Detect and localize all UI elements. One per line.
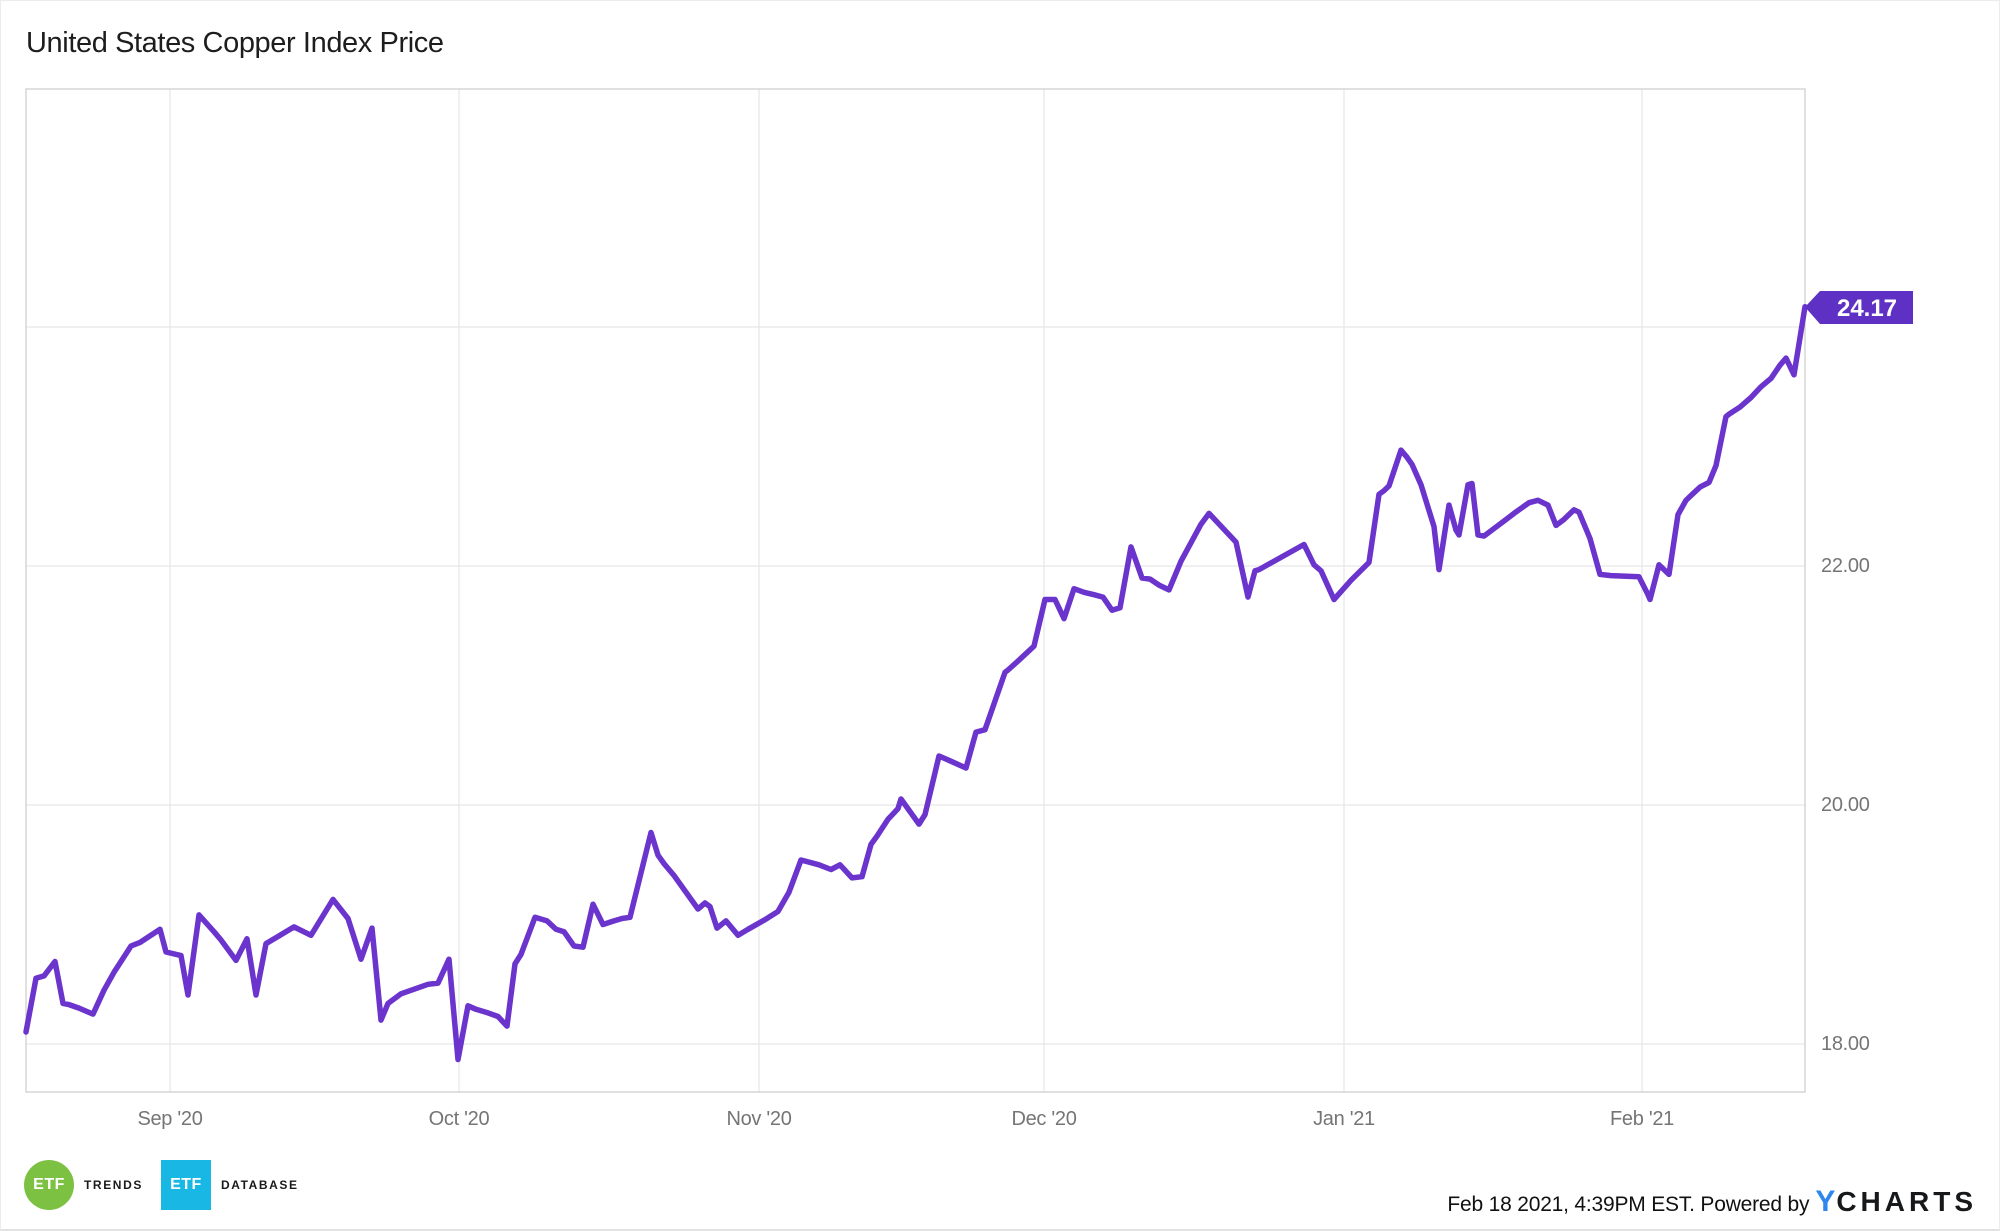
- y-axis-tick-20: 20.00: [1821, 794, 1870, 816]
- plot-border: [25, 88, 1806, 1093]
- x-axis-tick-sep20: Sep '20: [137, 1108, 203, 1130]
- etf-trends-logo-text: ETF: [33, 1176, 65, 1193]
- ycharts-logo-charts: CHARTS: [1836, 1186, 1977, 1217]
- x-axis-tick-nov20: Nov '20: [726, 1108, 792, 1130]
- etf-database-label: DATABASE: [220, 1178, 299, 1192]
- x-axis-tick-jan21: Jan '21: [1313, 1108, 1375, 1130]
- x-axis-tick-oct20: Oct '20: [428, 1108, 490, 1130]
- price-line-series: [23, 303, 1808, 1063]
- etf-trends-label: TRENDS: [84, 1178, 143, 1192]
- footer-branding: ETF TRENDS ETF DATABASE: [24, 1159, 317, 1211]
- etf-database-logo-text: ETF: [170, 1176, 202, 1193]
- last-price-badge-value: 24.17: [1837, 295, 1897, 322]
- ycharts-logo-y: Y: [1815, 1185, 1837, 1218]
- gridlines: [26, 89, 1805, 1092]
- as-of-timestamp: Feb 18 2021, 4:39PM EST. Powered by: [1447, 1193, 1810, 1216]
- y-axis-tick-22: 22.00: [1821, 555, 1870, 577]
- etf-trends-logo[interactable]: ETF: [24, 1160, 74, 1210]
- ycharts-logo[interactable]: Y CHARTS: [1815, 1185, 1977, 1219]
- x-axis-tick-dec20: Dec '20: [1011, 1108, 1077, 1130]
- etf-database-logo[interactable]: ETF: [160, 1160, 211, 1210]
- y-axis-tick-18: 18.00: [1821, 1033, 1870, 1055]
- chart-title: United States Copper Index Price: [26, 27, 444, 59]
- x-axis-tick-feb21: Feb '21: [1610, 1108, 1674, 1130]
- last-price-badge: 24.17: [1805, 291, 1913, 324]
- last-price-badge-shape: [1805, 291, 1913, 324]
- footer-attribution: Feb 18 2021, 4:39PM EST. Powered by Y CH…: [1447, 1185, 1977, 1225]
